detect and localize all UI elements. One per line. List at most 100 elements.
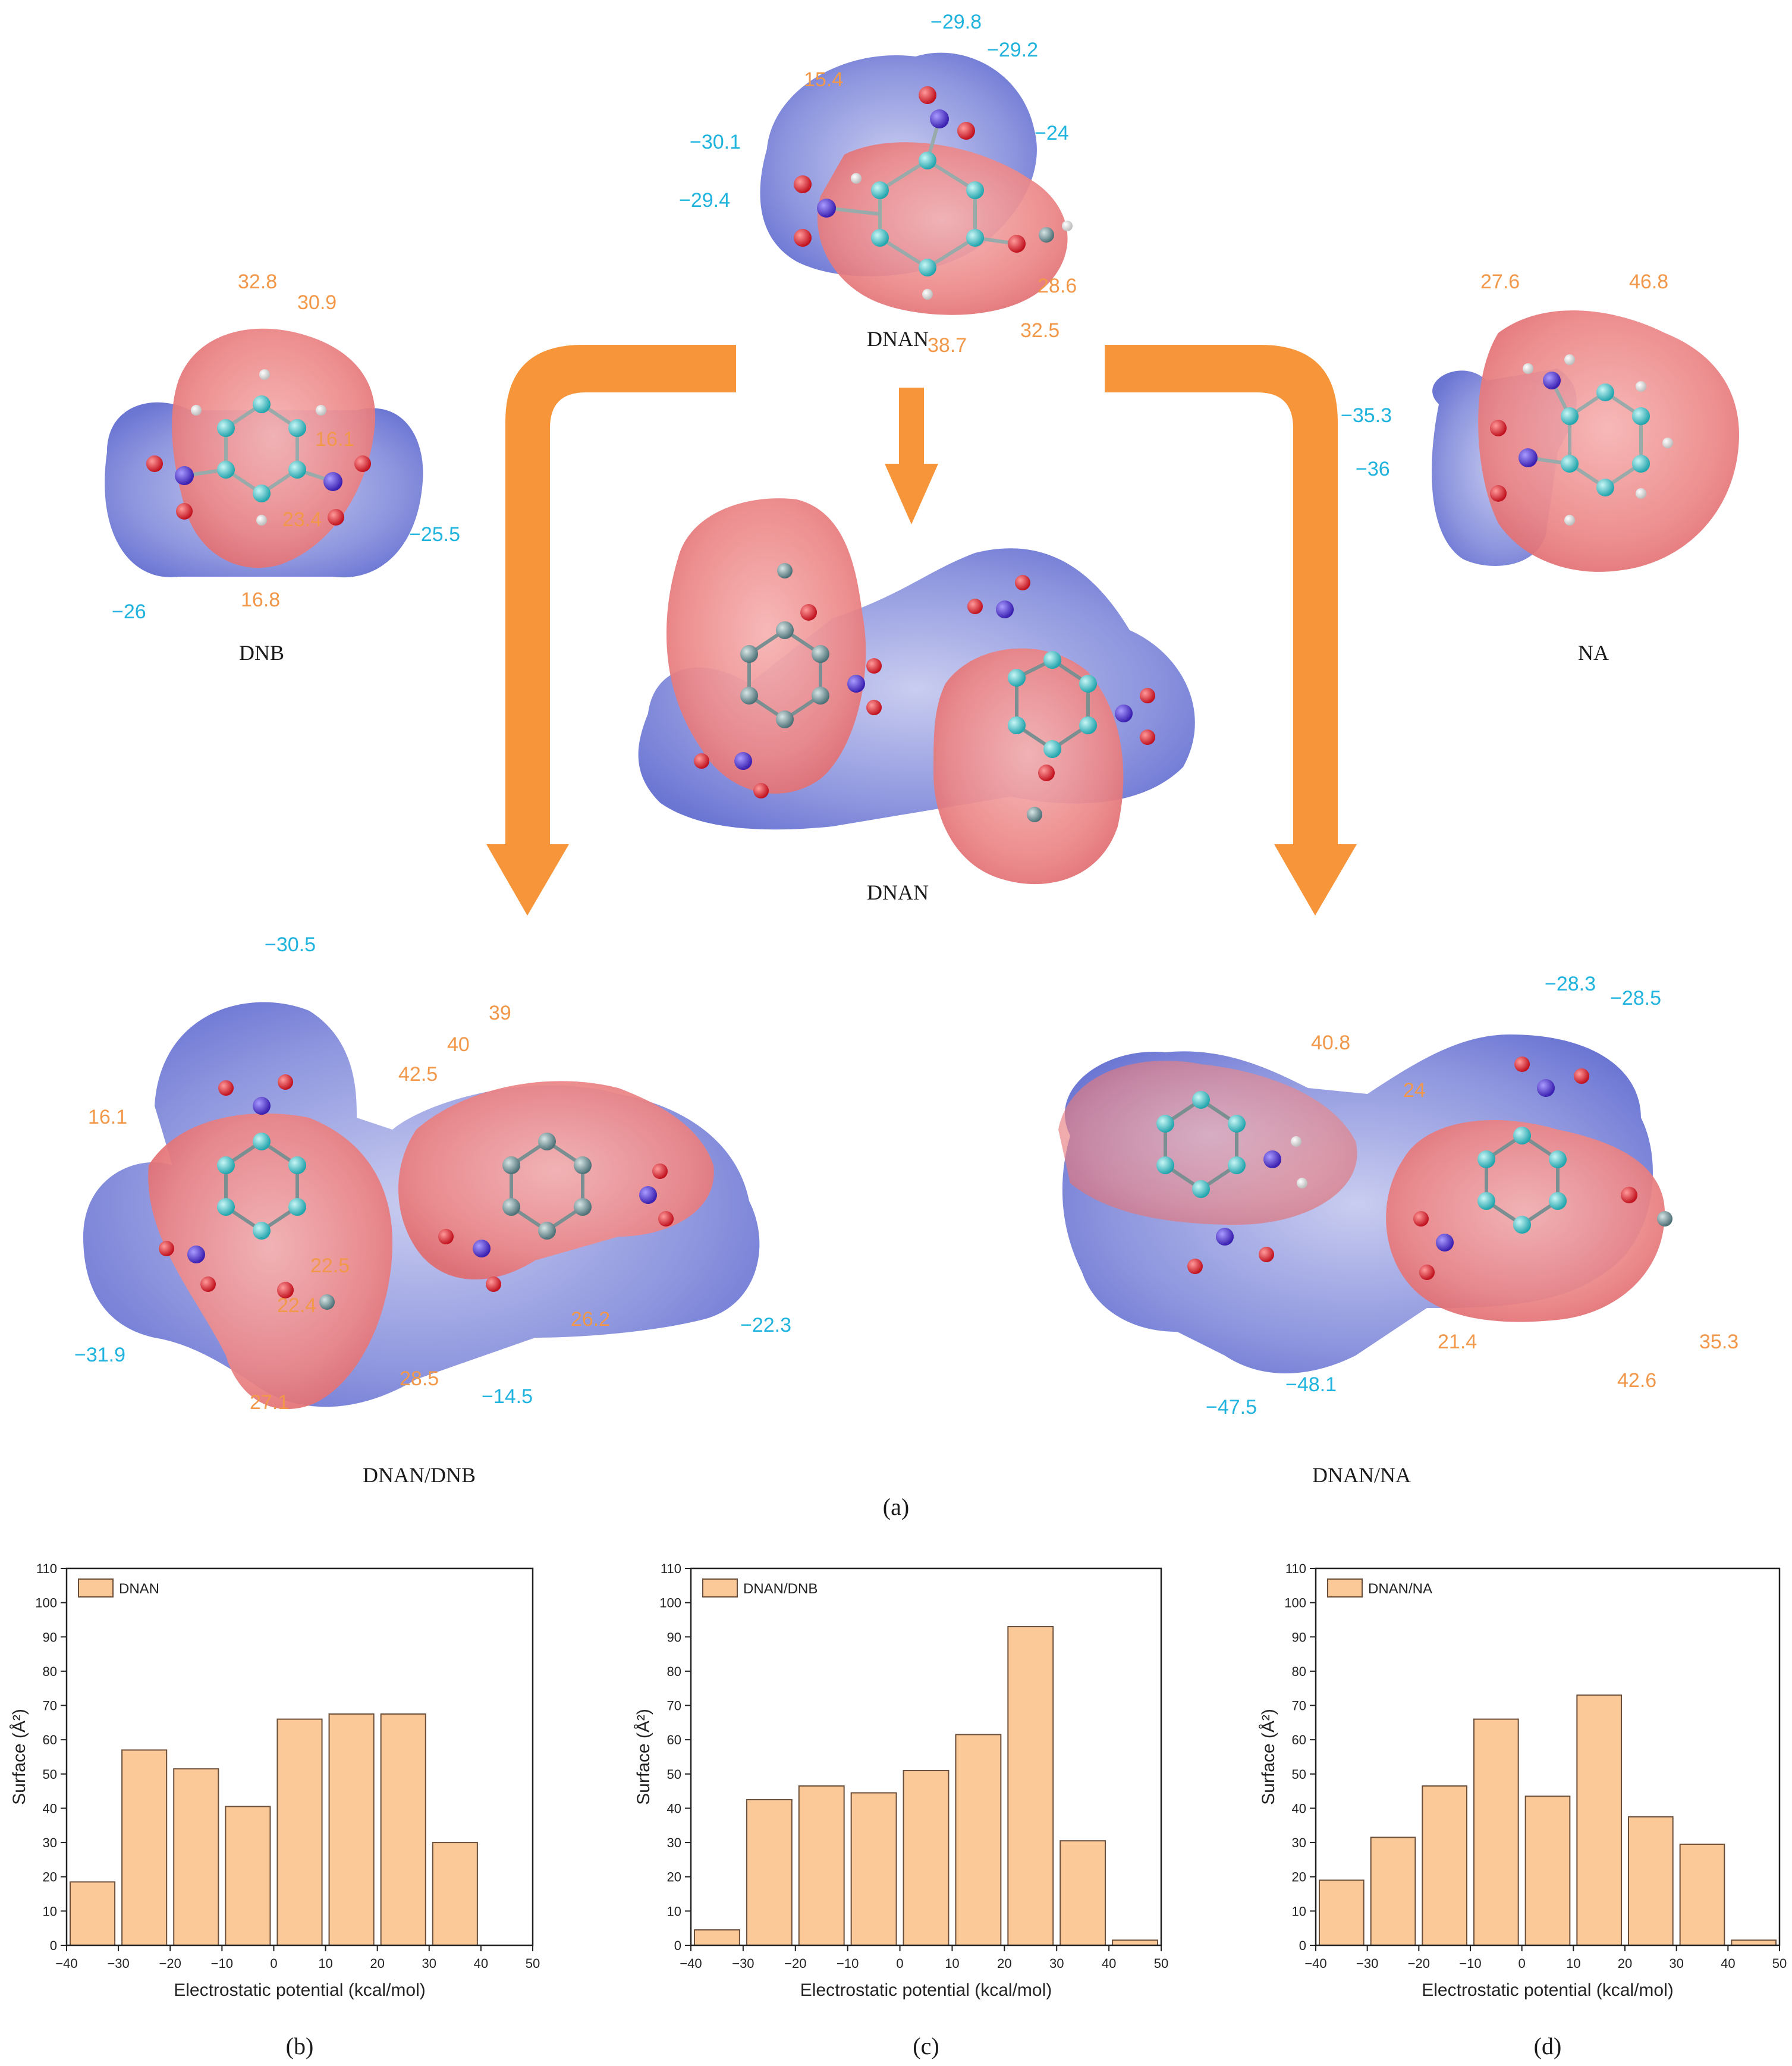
y-tick-label: 40 xyxy=(667,1801,681,1816)
x-axis-title: Electrostatic potential (kcal/mol) xyxy=(800,1980,1052,2000)
histogram-d: −40 −30 −20 −10 0 10 20 30 40 50 0 10 20 30 40 50 60 70 80… xyxy=(1259,1561,1787,2059)
x-tick-label: 0 xyxy=(270,1956,277,1971)
esp-min-label: −24 xyxy=(1035,122,1069,144)
x-tick-label: 20 xyxy=(370,1956,384,1971)
y-tick-label: 0 xyxy=(50,1938,57,1953)
molecule-name: NA xyxy=(1578,641,1609,665)
x-tick-label: −40 xyxy=(680,1956,702,1971)
y-tick-label: 60 xyxy=(667,1732,681,1747)
y-tick-label: 80 xyxy=(1292,1664,1306,1679)
x-tick-label: −30 xyxy=(1356,1956,1378,1971)
y-tick-label: 90 xyxy=(43,1630,57,1644)
histogram-bar xyxy=(173,1768,219,1946)
esp-max-label: 24 xyxy=(1403,1079,1426,1102)
esp-surface-pos xyxy=(148,1113,392,1410)
esp-max-label: 32.5 xyxy=(1020,319,1060,342)
x-tick-label: 0 xyxy=(1519,1956,1526,1971)
panel-a-molecular-esp: −29.8 −29.2 −24 −30.1 −29.4 15.4 28.6 32… xyxy=(74,11,1739,1520)
y-tick-label: 20 xyxy=(43,1870,57,1885)
esp-min-label: −28.5 xyxy=(1610,987,1661,1010)
esp-min-label: −29.2 xyxy=(987,39,1038,61)
atoms xyxy=(1490,354,1673,526)
y-tick-label: 50 xyxy=(43,1767,57,1782)
x-tick-label: 40 xyxy=(1721,1956,1735,1971)
esp-max-label: 27.6 xyxy=(1480,271,1520,293)
y-tick-label: 60 xyxy=(1292,1732,1306,1747)
x-tick-label: 30 xyxy=(422,1956,436,1971)
esp-max-label: 42.5 xyxy=(398,1063,438,1086)
esp-max-label: 16.1 xyxy=(315,428,354,451)
histogram-bar xyxy=(380,1713,426,1946)
histogram-bar xyxy=(746,1799,793,1946)
histogram-bar xyxy=(1112,1939,1158,1946)
histogram-bar xyxy=(903,1770,950,1946)
esp-max-label: 40.8 xyxy=(1311,1032,1350,1054)
esp-min-label: −22.3 xyxy=(740,1314,791,1337)
esp-min-label: −47.5 xyxy=(1206,1396,1257,1419)
x-tick-label: −30 xyxy=(107,1956,129,1971)
x-tick-label: 40 xyxy=(474,1956,488,1971)
histogram-bar xyxy=(1007,1625,1054,1946)
molecule-name: DNAN/DNB xyxy=(363,1463,476,1487)
histogram-bar xyxy=(1679,1843,1725,1946)
x-tick-label: 20 xyxy=(997,1956,1011,1971)
legend-swatch xyxy=(1327,1578,1363,1598)
esp-surface-pos xyxy=(933,648,1124,885)
y-tick-label: 0 xyxy=(1299,1938,1306,1953)
y-tick-label: 90 xyxy=(667,1630,681,1644)
x-tick-label: 50 xyxy=(1154,1956,1168,1971)
esp-max-label: 40 xyxy=(447,1033,470,1056)
y-axis-title: Surface (Å²) xyxy=(1259,1709,1278,1805)
esp-extrema-labels: −28.3 −28.5 −47.5 −48.1 40.8 24 21.4 42.… xyxy=(1206,973,1738,1419)
y-tick-label: 30 xyxy=(1292,1835,1306,1850)
y-tick-label: 10 xyxy=(1292,1904,1306,1919)
esp-max-label: 39 xyxy=(489,1002,511,1024)
molecule-na: 27.6 46.8 −35.3 −36 NA xyxy=(1341,271,1739,665)
histogram-bar xyxy=(1576,1694,1622,1946)
y-tick-label: 30 xyxy=(43,1835,57,1850)
esp-min-label: −26 xyxy=(112,600,146,623)
y-tick-label: 10 xyxy=(667,1904,681,1919)
x-axis-title: Electrostatic potential (kcal/mol) xyxy=(1422,1980,1674,2000)
histogram-bar xyxy=(121,1749,168,1946)
molecule-dnan-top: −29.8 −29.2 −24 −30.1 −29.4 15.4 28.6 32… xyxy=(679,11,1077,357)
panel-caption: (c) xyxy=(913,2033,939,2059)
x-tick-label: −20 xyxy=(784,1956,806,1971)
histogram-bar xyxy=(276,1718,323,1946)
histogram-bar xyxy=(955,1734,1002,1946)
x-tick-label: 20 xyxy=(1618,1956,1632,1971)
histogram-bar xyxy=(1628,1816,1674,1946)
esp-max-label: 26.2 xyxy=(571,1308,610,1331)
histogram-bar xyxy=(1731,1939,1777,1946)
esp-max-label: 46.8 xyxy=(1629,271,1668,293)
y-tick-label: 50 xyxy=(1292,1767,1306,1782)
esp-max-label: 22.5 xyxy=(310,1254,350,1277)
esp-extrema-labels: 27.6 46.8 −35.3 −36 xyxy=(1341,271,1668,480)
y-tick-label: 0 xyxy=(674,1938,681,1953)
y-tick-label: 110 xyxy=(36,1561,57,1576)
y-tick-label: 100 xyxy=(1284,1596,1306,1611)
histogram-bar xyxy=(1422,1785,1467,1946)
esp-max-label: 15.4 xyxy=(804,68,843,91)
y-axis-title: Surface (Å²) xyxy=(634,1709,653,1805)
esp-surface-pos xyxy=(666,498,866,794)
esp-max-label: 16.1 xyxy=(88,1106,127,1128)
legend-label: DNAN/DNB xyxy=(743,1581,818,1597)
esp-surface-pos xyxy=(172,328,376,568)
x-tick-label: 50 xyxy=(526,1956,540,1971)
y-tick-label: 80 xyxy=(667,1664,681,1679)
esp-surface-pos xyxy=(1478,310,1739,572)
molecule-name: DNAN/NA xyxy=(1312,1463,1411,1487)
y-tick-label: 10 xyxy=(43,1904,57,1919)
esp-max-label: 21.4 xyxy=(1438,1331,1477,1353)
y-tick-label: 100 xyxy=(659,1596,681,1611)
x-tick-label: −20 xyxy=(159,1956,181,1971)
esp-max-label: 28.6 xyxy=(1038,275,1077,297)
x-tick-label: −40 xyxy=(55,1956,77,1971)
molecule-dnan-dnb: −30.5 −31.9 −14.5 −22.3 16.1 40 39 42.5 … xyxy=(74,933,791,1487)
x-tick-label: −40 xyxy=(1304,1956,1326,1971)
esp-max-label: 16.8 xyxy=(241,589,280,611)
esp-surface-pos xyxy=(1058,1061,1357,1225)
plot-frame xyxy=(690,1567,1162,1946)
esp-min-label: −29.4 xyxy=(679,189,730,212)
